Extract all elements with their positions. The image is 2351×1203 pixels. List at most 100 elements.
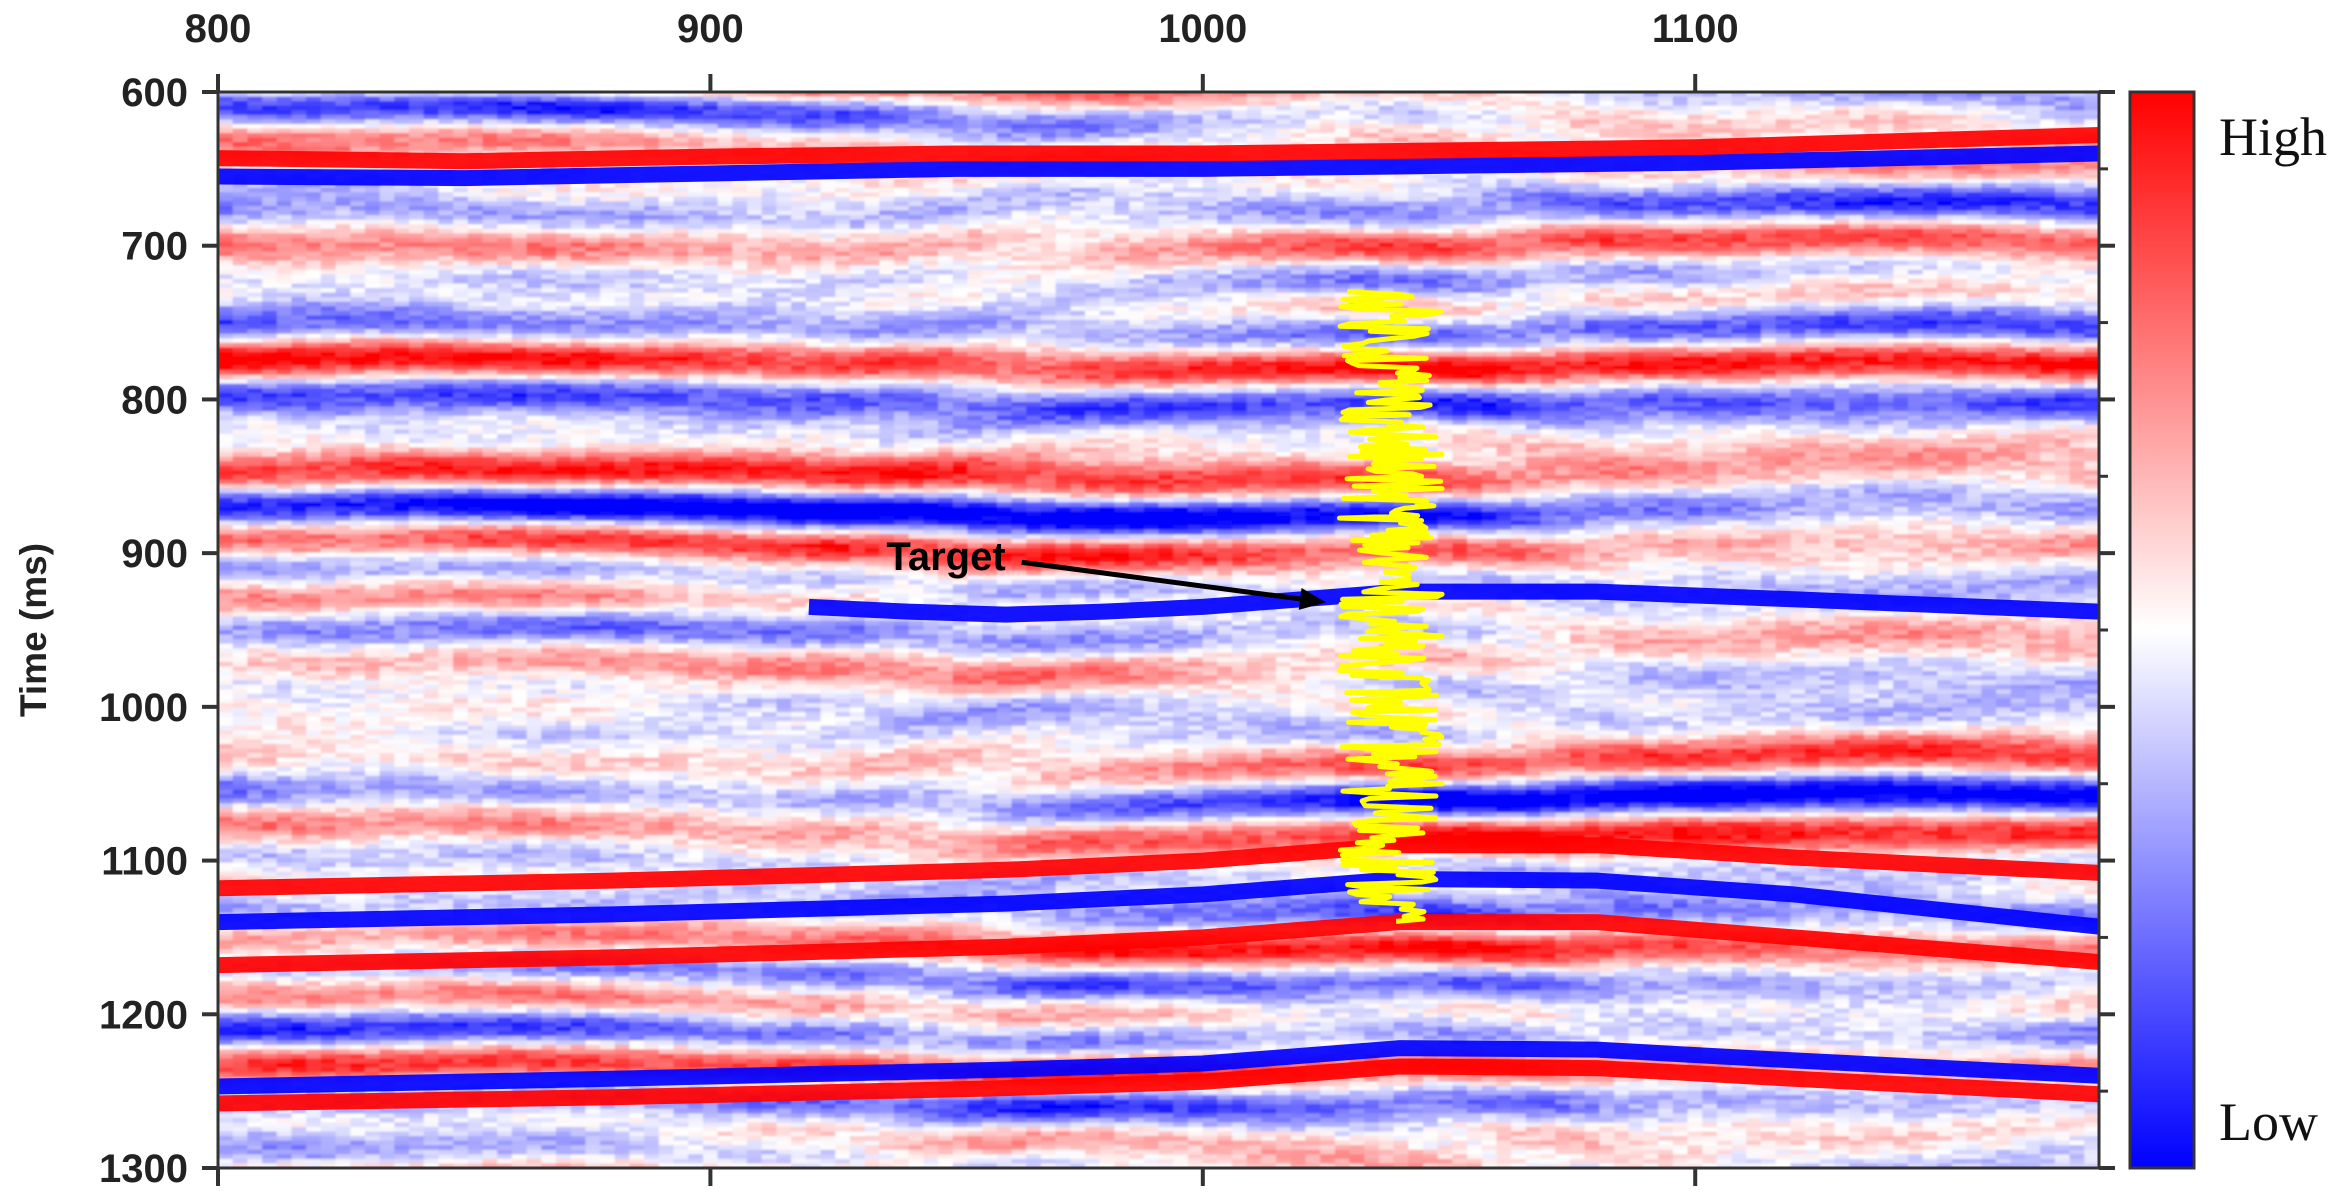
seismic-cell (277, 206, 292, 211)
seismic-cell (291, 461, 306, 466)
seismic-cell (233, 940, 248, 945)
seismic-cell (262, 1154, 277, 1159)
seismic-cell (233, 192, 248, 197)
seismic-cell (233, 612, 248, 617)
seismic-cell (291, 293, 306, 298)
seismic-cell (277, 283, 292, 288)
seismic-cell (218, 776, 233, 781)
seismic-cell (218, 639, 233, 644)
seismic-cell (233, 630, 248, 635)
seismic-cell (218, 812, 233, 817)
seismic-cell (291, 530, 306, 535)
seismic-cell (247, 666, 262, 671)
seismic-cell (233, 1122, 248, 1127)
seismic-cell (262, 274, 277, 279)
seismic-cell (218, 1059, 233, 1064)
seismic-cell (277, 780, 292, 785)
seismic-cell (247, 726, 262, 731)
seismic-cell (277, 233, 292, 238)
seismic-cell (247, 835, 262, 840)
seismic-cell (277, 931, 292, 936)
seismic-cell (262, 279, 277, 284)
seismic-cell (277, 867, 292, 872)
seismic-cell (291, 128, 306, 133)
seismic-cell (247, 1022, 262, 1027)
seismic-cell (277, 388, 292, 393)
seismic-cell (218, 1159, 233, 1164)
seismic-cell (277, 279, 292, 284)
seismic-cell (291, 270, 306, 275)
seismic-cell (291, 224, 306, 229)
seismic-cell (262, 977, 277, 982)
seismic-cell (277, 986, 292, 991)
seismic-cell (233, 320, 248, 325)
seismic-cell (247, 484, 262, 489)
seismic-cell (262, 220, 277, 225)
seismic-cell (218, 657, 233, 662)
seismic-cell (247, 1018, 262, 1023)
seismic-cell (247, 238, 262, 243)
seismic-cell (277, 831, 292, 836)
seismic-cell (218, 908, 233, 913)
seismic-cell (233, 808, 248, 813)
seismic-cell (291, 420, 306, 425)
seismic-cell (277, 97, 292, 102)
seismic-cell (247, 1040, 262, 1045)
seismic-cell (262, 293, 277, 298)
seismic-cell (277, 726, 292, 731)
seismic-cell (218, 461, 233, 466)
seismic-cell (262, 311, 277, 316)
seismic-cell (262, 849, 277, 854)
seismic-cell (291, 393, 306, 398)
seismic-cell (262, 767, 277, 772)
seismic-cell (262, 361, 277, 366)
seismic-cell (291, 543, 306, 548)
seismic-cell (262, 1159, 277, 1164)
seismic-cell (247, 703, 262, 708)
seismic-cell (291, 580, 306, 585)
seismic-cell (262, 138, 277, 143)
seismic-cell (247, 603, 262, 608)
seismic-cell (262, 320, 277, 325)
seismic-cell (277, 589, 292, 594)
seismic-cell (233, 607, 248, 612)
seismic-cell (233, 625, 248, 630)
seismic-cell (262, 799, 277, 804)
seismic-cell (262, 1059, 277, 1064)
seismic-cell (218, 735, 233, 740)
seismic-cell (233, 370, 248, 375)
seismic-cell (277, 776, 292, 781)
seismic-cell (218, 931, 233, 936)
seismic-cell (262, 1054, 277, 1059)
seismic-cell (277, 762, 292, 767)
seismic-cell (291, 776, 306, 781)
seismic-cell (277, 552, 292, 557)
seismic-cell (262, 1040, 277, 1045)
seismic-cell (247, 493, 262, 498)
seismic-cell (291, 872, 306, 877)
seismic-cell (247, 657, 262, 662)
seismic-cell (262, 717, 277, 722)
seismic-cell (277, 644, 292, 649)
seismic-cell (277, 224, 292, 229)
seismic-cell (233, 416, 248, 421)
seismic-cell (291, 635, 306, 640)
seismic-cell (277, 872, 292, 877)
seismic-cell (277, 1072, 292, 1077)
seismic-cell (247, 521, 262, 526)
seismic-cell (233, 516, 248, 521)
seismic-cell (218, 452, 233, 457)
seismic-cell (218, 238, 233, 243)
seismic-cell (233, 429, 248, 434)
seismic-cell (218, 480, 233, 485)
seismic-cell (262, 562, 277, 567)
seismic-cell (262, 662, 277, 667)
seismic-cell (233, 329, 248, 334)
seismic-cell (233, 138, 248, 143)
seismic-cell (262, 1127, 277, 1132)
seismic-cell (291, 388, 306, 393)
seismic-cell (233, 288, 248, 293)
seismic-cell (262, 653, 277, 658)
seismic-cell (247, 749, 262, 754)
seismic-cell (247, 489, 262, 494)
